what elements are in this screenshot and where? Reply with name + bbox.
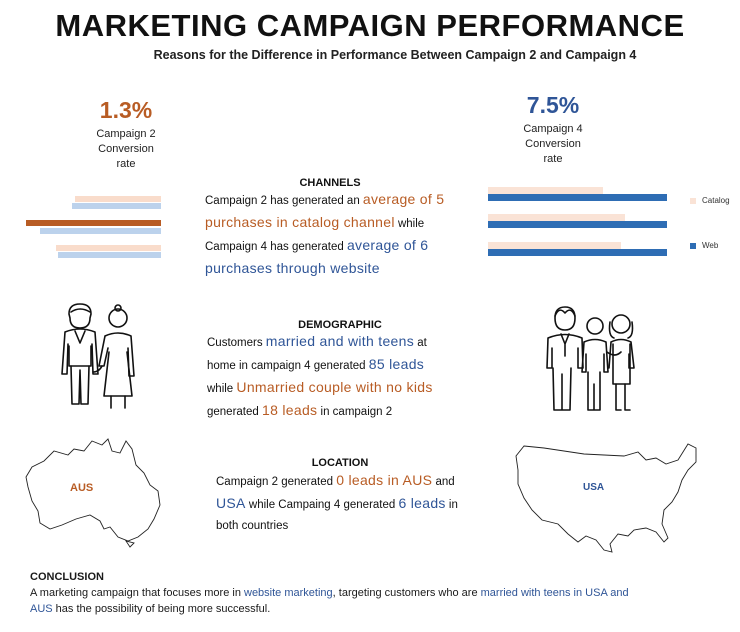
text: in campaign 2 (317, 406, 393, 418)
kpi-campaign4-label: Campaign 4 Conversion rate (493, 122, 613, 167)
usa-map-label: USA (583, 482, 605, 493)
page-title: MARKETING CAMPAIGN PERFORMANCE (55, 8, 685, 43)
bar (75, 196, 161, 202)
text: Customers (207, 337, 266, 349)
highlight-married-teens: married and with teens (265, 333, 415, 349)
conclusion-heading: CONCLUSION (30, 571, 104, 583)
channels-heading: CHANNELS (299, 177, 361, 189)
highlight-married-teens-usa-aus: married with teens in USA and AUS (30, 587, 629, 615)
legend-swatch (690, 242, 696, 249)
kpi-campaign2-label-line: Campaign 2 (96, 128, 156, 140)
highlight-unmarried: Unmarried couple with no kids (236, 379, 433, 395)
aus-map-label: AUS (70, 482, 94, 494)
text: while Campaign 4 has generated (205, 218, 425, 253)
text: while (207, 383, 237, 395)
highlight-6-leads: 6 leads (398, 495, 446, 511)
campaign2-channel-bars (20, 190, 170, 260)
location-text: Campaign 2 generated 0 leads in AUS and … (216, 470, 466, 537)
text: has the possibility of being more succes… (52, 603, 271, 615)
text: Campaign 2 has generated an (205, 195, 363, 207)
highlight-85-leads: 85 leads (368, 356, 425, 372)
legend-label: Catalog (702, 196, 730, 205)
highlight-catalog: average of 5 purchases in catalog channe… (205, 191, 445, 230)
bar (72, 203, 161, 209)
text: in both countries (216, 499, 458, 532)
text: A marketing campaign that focuses more i… (30, 587, 244, 599)
campaign4-channel-bars (488, 184, 688, 264)
bar-web (488, 249, 667, 256)
highlight-0-leads: 0 leads in AUS (336, 472, 433, 488)
highlight-website: average of 6 purchases through website (205, 237, 429, 276)
bar (58, 252, 161, 258)
kpi-campaign4-label-line: Conversion (525, 138, 581, 150)
bar-web (488, 194, 667, 201)
text: while Campaing 4 generated (245, 499, 399, 511)
text: at home in campaign 4 generated (207, 337, 427, 372)
demographic-text: Customers married and with teens at home… (207, 331, 447, 423)
family-icon (546, 306, 635, 411)
australia-map-icon (25, 438, 161, 548)
page-subtitle: Reasons for the Difference in Performanc… (153, 48, 637, 62)
usa-map-icon (515, 443, 697, 553)
legend-swatch (690, 197, 696, 204)
kpi-campaign2-label-line: Conversion (98, 143, 154, 155)
bar (56, 245, 161, 251)
kpi-campaign4-label-line: rate (543, 153, 563, 165)
kpi-campaign2-label: Campaign 2 Conversion rate (66, 127, 186, 172)
highlight-18-leads: 18 leads (262, 402, 318, 418)
kpi-campaign2-label-line: rate (116, 158, 136, 170)
channels-text: Campaign 2 has generated an average of 5… (205, 189, 465, 281)
highlight-website-marketing: website marketing (244, 587, 333, 599)
text: , targeting customers who are (332, 587, 481, 599)
location-heading: LOCATION (311, 457, 369, 469)
kpi-campaign4-label-line: Campaign 4 (523, 123, 583, 135)
legend-label: Web (702, 241, 719, 250)
bar-catalog (488, 187, 603, 194)
bar-catalog (488, 242, 621, 249)
highlight-usa: USA (216, 495, 246, 511)
bar (26, 220, 161, 226)
demographic-heading: DEMOGRAPHIC (298, 319, 382, 331)
couple-icon (61, 303, 135, 409)
bar-web (488, 221, 667, 228)
text: and (432, 476, 455, 488)
kpi-campaign4-value: 7.5% (526, 92, 580, 118)
bar (40, 228, 161, 234)
legend-web: Web (690, 241, 718, 250)
legend-catalog: Catalog (690, 196, 730, 205)
text: Campaign 2 generated (216, 476, 337, 488)
conclusion-text: A marketing campaign that focuses more i… (30, 585, 630, 617)
bar-catalog (488, 214, 625, 221)
kpi-campaign2-value: 1.3% (99, 97, 153, 123)
text: generated (207, 406, 262, 418)
